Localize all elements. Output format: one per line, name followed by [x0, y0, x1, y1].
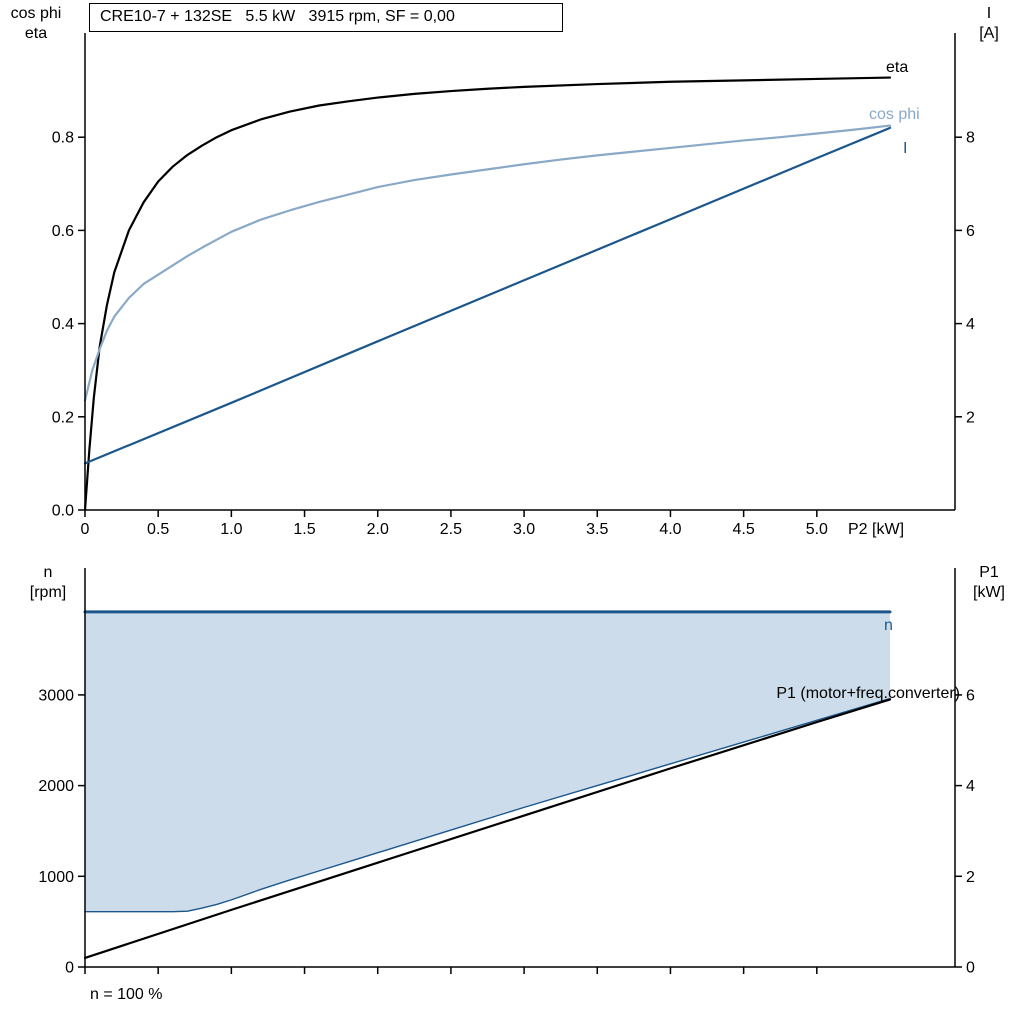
- svg-text:3000: 3000: [38, 687, 74, 704]
- svg-text:1.5: 1.5: [293, 521, 315, 538]
- svg-text:n: n: [884, 617, 893, 634]
- left-axis-label-speed: n: [43, 564, 53, 581]
- svg-text:2: 2: [966, 409, 975, 426]
- svg-text:1.0: 1.0: [220, 521, 242, 538]
- right-axis-unit-amps: [A]: [979, 25, 999, 42]
- svg-text:0: 0: [966, 960, 975, 977]
- svg-text:5.0: 5.0: [806, 521, 828, 538]
- svg-text:3.0: 3.0: [513, 521, 535, 538]
- left-axis-label-eta: eta: [24, 25, 48, 42]
- svg-text:1000: 1000: [38, 869, 74, 886]
- svg-text:0.4: 0.4: [52, 316, 74, 333]
- svg-text:6: 6: [966, 223, 975, 240]
- bottom-right-axis-label: P1 [kW]: [958, 563, 1020, 603]
- right-axis-label-current: I: [986, 5, 992, 22]
- svg-text:2: 2: [966, 869, 975, 886]
- svg-text:2.5: 2.5: [440, 521, 462, 538]
- svg-text:0: 0: [81, 521, 90, 538]
- speed-footnote: n = 100 %: [90, 986, 163, 1003]
- right-axis-label-p1: P1: [979, 564, 999, 581]
- left-axis-unit-rpm: [rpm]: [29, 584, 67, 601]
- svg-text:2000: 2000: [38, 778, 74, 795]
- svg-text:0.8: 0.8: [52, 130, 74, 147]
- svg-text:P2 [kW]: P2 [kW]: [848, 521, 904, 538]
- top-right-axis-label: I [A]: [960, 4, 1018, 44]
- svg-text:0.5: 0.5: [147, 521, 169, 538]
- svg-text:0.0: 0.0: [52, 503, 74, 520]
- svg-text:4.5: 4.5: [733, 521, 755, 538]
- svg-text:4: 4: [966, 316, 975, 333]
- svg-text:8: 8: [966, 130, 975, 147]
- top-left-axis-label: cos phi eta: [5, 4, 67, 44]
- svg-text:4: 4: [966, 778, 975, 795]
- svg-text:4.0: 4.0: [659, 521, 681, 538]
- svg-text:6: 6: [966, 687, 975, 704]
- svg-text:3.5: 3.5: [586, 521, 608, 538]
- bottom-left-axis-label: n [rpm]: [16, 563, 80, 603]
- svg-text:I: I: [903, 140, 907, 157]
- svg-text:2.0: 2.0: [367, 521, 389, 538]
- svg-text:eta: eta: [886, 59, 908, 76]
- svg-text:0.2: 0.2: [52, 409, 74, 426]
- svg-text:0: 0: [65, 960, 74, 977]
- left-axis-label-cos-phi: cos phi: [10, 5, 62, 22]
- chart-title-box: CRE10-7 + 132SE 5.5 kW 3915 rpm, SF = 0,…: [89, 3, 563, 32]
- right-axis-unit-kw: [kW]: [973, 584, 1005, 601]
- svg-text:P1 (motor+freq.converter): P1 (motor+freq.converter): [776, 685, 960, 702]
- svg-text:cos phi: cos phi: [869, 106, 920, 123]
- svg-text:0.6: 0.6: [52, 223, 74, 240]
